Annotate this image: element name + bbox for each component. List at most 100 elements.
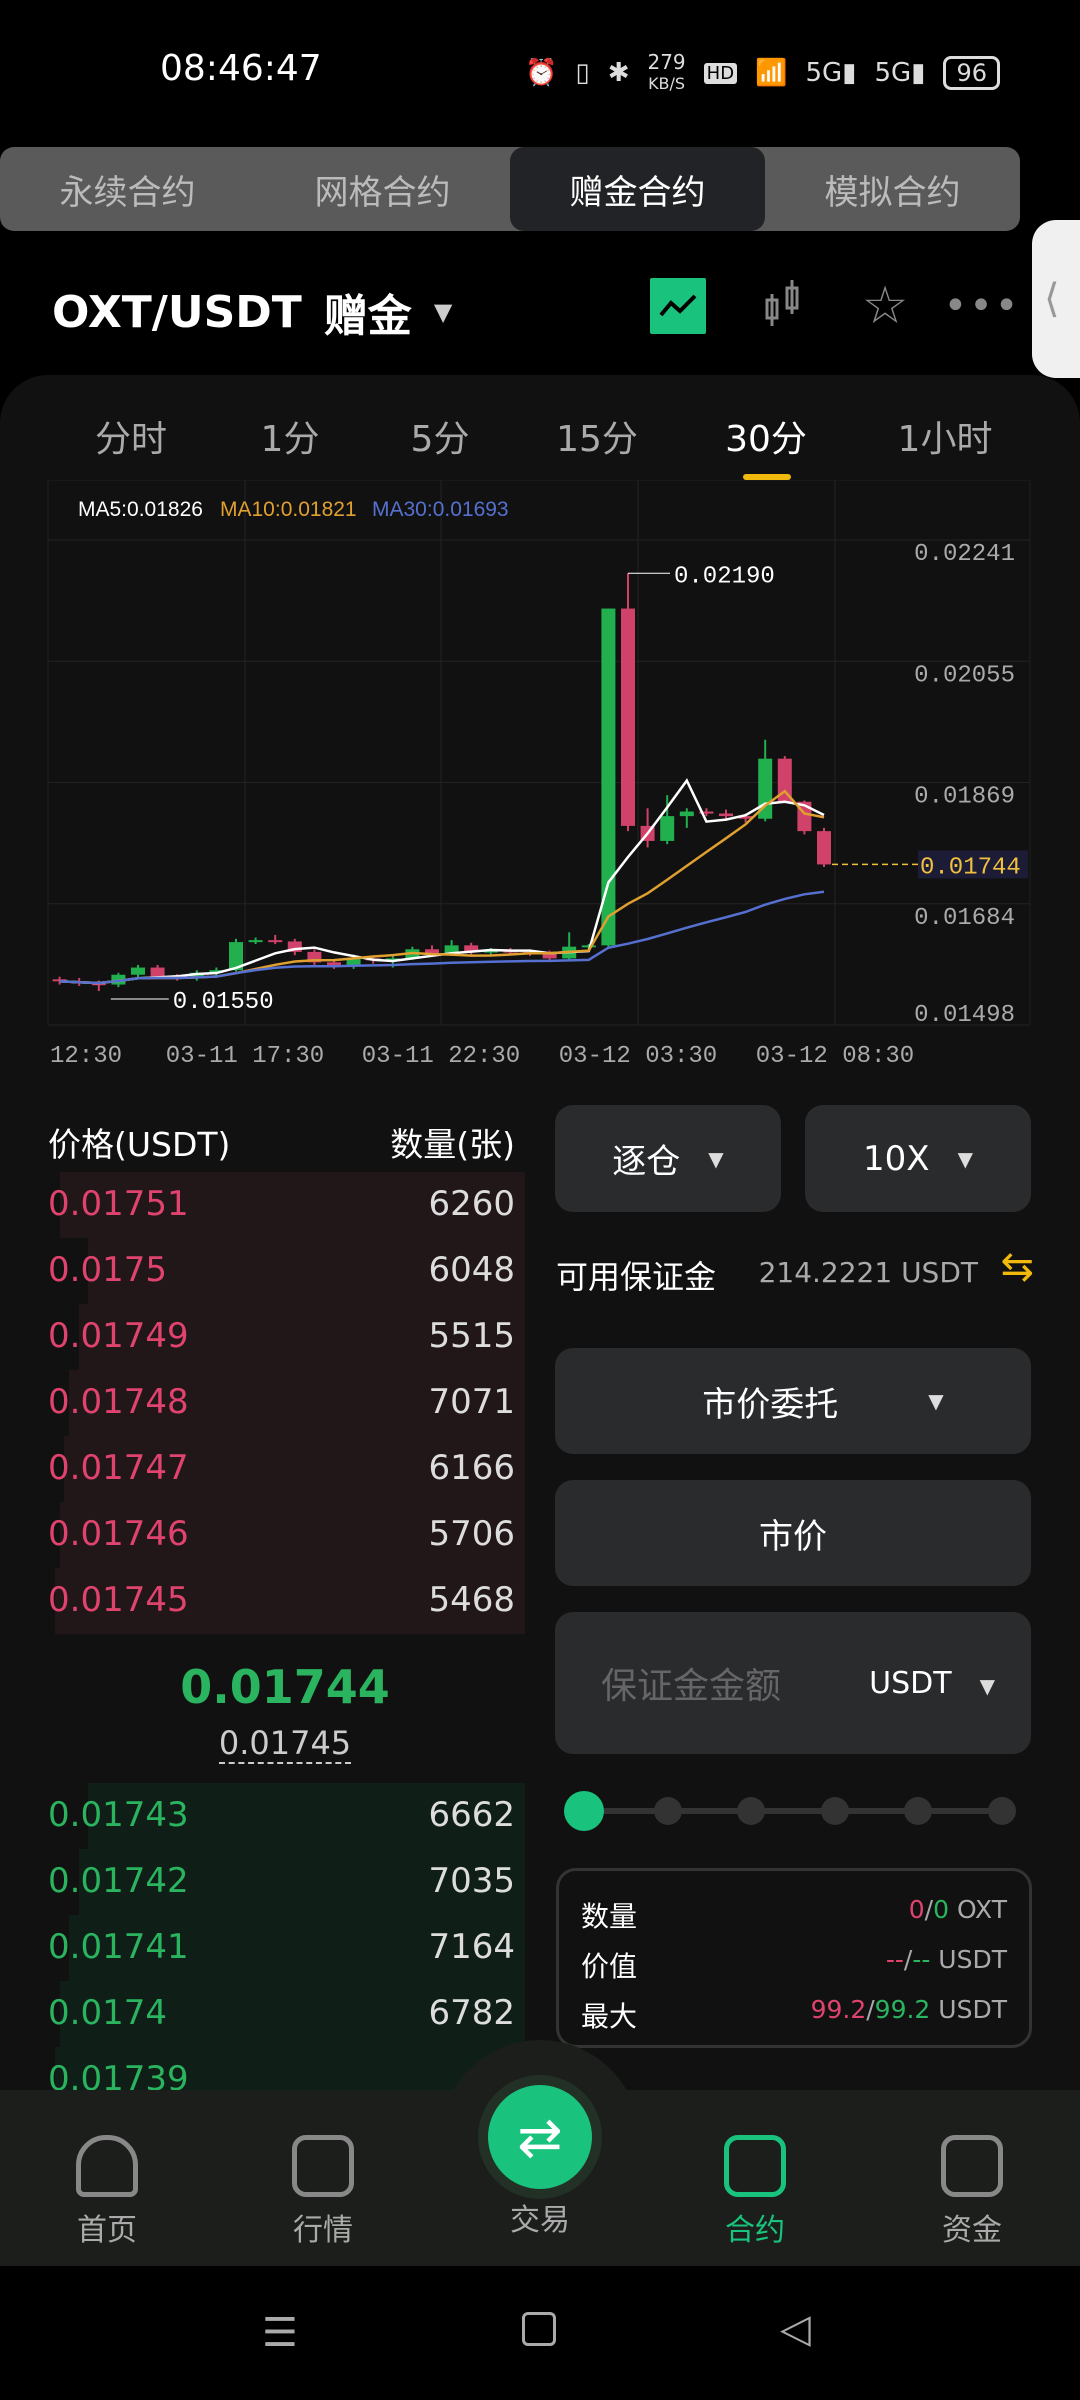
ask-price: 0.01746: [48, 1514, 189, 1554]
interval-tab[interactable]: 15分: [556, 419, 638, 460]
price-mode-field[interactable]: 市价: [555, 1480, 1031, 1586]
candle-body: [483, 950, 498, 953]
price-header: 价格(USDT): [48, 1125, 231, 1164]
nav-trade[interactable]: 交易: [510, 2203, 570, 2238]
ask-row[interactable]: 0.01747 6166: [0, 1436, 540, 1502]
market-icon: [292, 2135, 354, 2197]
margin-mode-dropdown[interactable]: 逐仓 ▼: [555, 1105, 781, 1212]
menu-icon[interactable]: ☰: [262, 2310, 298, 2356]
nav-contract[interactable]: 合约: [690, 2135, 820, 2249]
slider-handle[interactable]: [564, 1791, 604, 1831]
depth-bar: [54, 1568, 525, 1634]
candle-body: [346, 958, 361, 967]
signal-icon: 5G▮: [874, 58, 926, 88]
ask-row[interactable]: 0.0175 6048: [0, 1238, 540, 1304]
bid-row[interactable]: 0.01742 7035: [0, 1849, 540, 1915]
ask-row[interactable]: 0.01748 7071: [0, 1370, 540, 1436]
tab-demo[interactable]: 模拟合约: [824, 172, 961, 213]
low-label: 0.01550: [173, 989, 274, 1016]
x-tick-label: 03-12 08:30: [756, 1043, 914, 1070]
slider-step[interactable]: [988, 1797, 1016, 1825]
bid-qty: 6782: [428, 1993, 515, 2033]
bid-row[interactable]: 0.01743 6662: [0, 1783, 540, 1849]
pair-selector[interactable]: OXT/USDT 赠金 ▼: [52, 280, 452, 344]
candle-body: [679, 811, 694, 817]
more-icon[interactable]: •••: [943, 283, 1021, 329]
line-chart-icon[interactable]: [650, 278, 706, 334]
tab-grid[interactable]: 网格合约: [314, 172, 451, 213]
interval-tab[interactable]: 1小时: [897, 419, 993, 460]
x-tick-label: 03-11 17:30: [166, 1043, 324, 1070]
ask-row[interactable]: 0.01746 5706: [0, 1502, 540, 1568]
tab-perpetual[interactable]: 永续合约: [59, 172, 196, 213]
bid-qty: 7035: [428, 1861, 515, 1901]
back-icon[interactable]: ◁: [780, 2306, 811, 2352]
candle-body: [307, 951, 322, 963]
wifi-icon: 📶: [755, 58, 788, 88]
mark-price[interactable]: 0.01745: [218, 1724, 352, 1764]
available-value: 214.2221 USDT: [758, 1256, 978, 1289]
net-speed: 279 KB/S: [647, 50, 686, 93]
available-label: 可用保证金: [556, 1258, 717, 1296]
y-tick-label: 0.01498: [914, 1002, 1015, 1029]
caret-down-icon: ▼: [928, 1389, 944, 1413]
wallet-icon: [941, 2135, 1003, 2197]
candlestick-chart[interactable]: MA5:0.01826 MA10:0.01821 MA30:0.01693 0.…: [0, 480, 1080, 1080]
candlestick-icon[interactable]: [755, 278, 811, 334]
ask-row[interactable]: 0.01749 5515: [0, 1304, 540, 1370]
candle-body: [248, 940, 263, 943]
nav-home[interactable]: 首页: [42, 2135, 172, 2249]
interval-tab[interactable]: 1分: [260, 419, 320, 460]
depth-bar: [88, 1238, 525, 1304]
bid-price: 0.01743: [48, 1795, 189, 1835]
interval-tab[interactable]: 分时: [94, 419, 168, 460]
interval-tab[interactable]: 5分: [410, 419, 470, 460]
trade-icon[interactable]: ⇄: [488, 2085, 592, 2189]
star-icon[interactable]: ☆: [861, 276, 909, 336]
candle-body: [581, 945, 596, 948]
bluetooth-icon: ✱: [607, 58, 630, 88]
slider-step[interactable]: [904, 1797, 932, 1825]
ask-qty: 6260: [428, 1184, 515, 1224]
amount-slider[interactable]: [584, 1808, 1004, 1814]
caret-down-icon: ▼: [433, 298, 453, 326]
candle-body: [464, 945, 479, 952]
interval-tab-active[interactable]: 30分: [725, 419, 807, 460]
transfer-icon[interactable]: ⇆: [1000, 1244, 1034, 1290]
ask-qty: 5468: [428, 1580, 515, 1620]
bid-row[interactable]: 0.0174 6782: [0, 1981, 540, 2047]
ma10-line: [59, 789, 825, 985]
mid-price: 0.01744: [180, 1660, 390, 1714]
ask-row[interactable]: 0.01751 6260: [0, 1172, 540, 1238]
last-price-badge: [918, 850, 1028, 879]
slider-step[interactable]: [821, 1797, 849, 1825]
side-drawer-handle[interactable]: ⟨: [1032, 220, 1080, 378]
high-label: 0.02190: [674, 563, 775, 590]
depth-bar: [88, 1783, 525, 1849]
depth-bar: [64, 1436, 525, 1502]
x-tick-label: 03-12 03:30: [559, 1043, 717, 1070]
ma5-legend: MA5:0.01826: [78, 498, 203, 521]
candle-body: [601, 608, 616, 946]
slider-step[interactable]: [654, 1797, 682, 1825]
candle-body: [52, 979, 67, 982]
unit-dropdown[interactable]: USDT ▼: [869, 1665, 995, 1701]
x-tick-label: 12:30: [50, 1043, 122, 1070]
contract-type-tabs: 永续合约 网格合约 赠金合约 模拟合约: [0, 147, 1020, 231]
candle-body: [621, 608, 635, 826]
order-type-dropdown[interactable]: 市价委托 ▼: [555, 1348, 1031, 1454]
tab-bonus[interactable]: 赠金合约: [510, 147, 765, 231]
battery-icon: 96: [943, 56, 1000, 90]
candle-body: [385, 958, 400, 961]
leverage-dropdown[interactable]: 10X ▼: [805, 1105, 1031, 1212]
nav-market[interactable]: 行情: [258, 2135, 388, 2249]
bid-row[interactable]: 0.01741 7164: [0, 1915, 540, 1981]
slider-step[interactable]: [737, 1797, 765, 1825]
candle-body: [542, 953, 557, 959]
nav-assets[interactable]: 资金: [907, 2135, 1037, 2249]
home-square-icon[interactable]: [522, 2312, 556, 2346]
margin-amount-input[interactable]: 保证金金额 USDT ▼: [555, 1612, 1031, 1754]
ask-row[interactable]: 0.01745 5468: [0, 1568, 540, 1634]
x-tick-label: 03-11 22:30: [362, 1043, 520, 1070]
active-tab-underline: [743, 474, 791, 480]
